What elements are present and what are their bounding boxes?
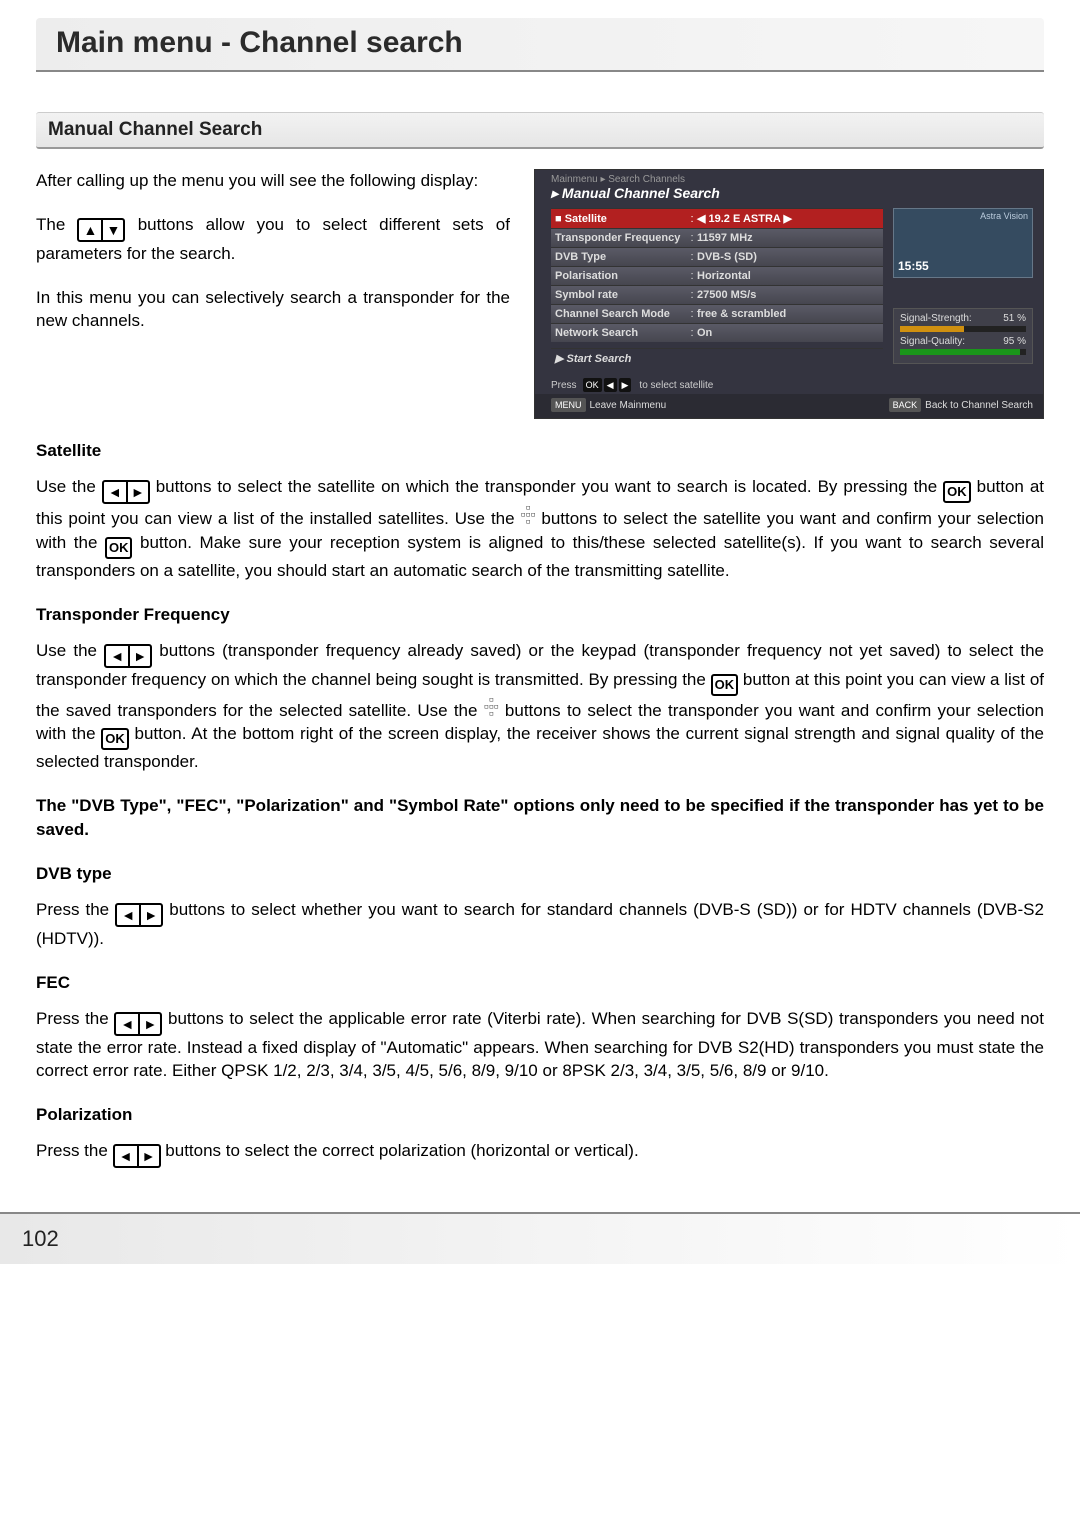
satellite-paragraph: Use the ◄► buttons to select the satelli… — [36, 475, 1044, 583]
osd-footer-left-key: MENU — [551, 398, 586, 412]
text-fragment: button. Make sure your reception system … — [36, 533, 1044, 580]
osd-setting-row: Symbol rate:27500 MS/s — [551, 285, 883, 304]
osd-start-search-row: ▶ Start Search — [551, 348, 883, 368]
text-fragment: buttons to select the correct polarizati… — [165, 1141, 638, 1160]
left-right-buttons-icon: ◄► — [104, 644, 152, 668]
satellite-heading: Satellite — [36, 441, 1044, 461]
osd-setting-row: Network Search:On — [551, 323, 883, 342]
intro-paragraph-3: In this menu you can selectively search … — [36, 286, 510, 334]
note-paragraph: The "DVB Type", "FEC", "Polarization" an… — [36, 794, 1044, 842]
left-right-buttons-icon: ◄► — [115, 903, 163, 927]
ok-button-icon: OK — [101, 728, 129, 750]
text-fragment: Press the — [36, 900, 115, 919]
signal-strength-value: 51 % — [1003, 313, 1026, 324]
osd-footer-right-key: BACK — [889, 398, 922, 412]
left-right-buttons-icon: ◄► — [114, 1012, 162, 1036]
osd-footer-left-text: Leave Mainmenu — [590, 400, 667, 411]
intro-paragraph-1: After calling up the menu you will see t… — [36, 169, 510, 193]
ok-button-icon: OK — [105, 537, 133, 559]
dpad-cross-icon: ▫▫▫▫▫ — [521, 504, 536, 525]
signal-strength-label: Signal-Strength: — [900, 313, 972, 324]
left-right-buttons-icon: ◄► — [102, 480, 150, 504]
osd-breadcrumb: Mainmenu ▸ Search Channels — [535, 170, 1043, 185]
osd-screenshot: Mainmenu ▸ Search Channels ▸ Manual Chan… — [534, 169, 1044, 419]
text-fragment: Use the — [36, 477, 102, 496]
osd-title: ▸ Manual Channel Search — [535, 185, 1043, 208]
osd-footer-right-text: Back to Channel Search — [925, 400, 1033, 411]
left-right-buttons-icon: ◄► — [113, 1144, 161, 1168]
polarization-heading: Polarization — [36, 1105, 1044, 1125]
polarization-paragraph: Press the ◄► buttons to select the corre… — [36, 1139, 1044, 1168]
osd-hint-row: Press OK◀▶ to select satellite — [535, 372, 1043, 394]
section-heading: Manual Channel Search — [36, 112, 1044, 149]
text-fragment: The — [36, 215, 77, 234]
text-fragment: Press the — [36, 1009, 114, 1028]
osd-hint-key: ◀ — [604, 378, 617, 392]
osd-setting-row: DVB Type:DVB-S (SD) — [551, 247, 883, 266]
osd-setting-row: Polarisation:Horizontal — [551, 266, 883, 285]
fec-paragraph: Press the ◄► buttons to select the appli… — [36, 1007, 1044, 1084]
osd-setting-row: Channel Search Mode:free & scrambled — [551, 304, 883, 323]
signal-quality-value: 95 % — [1003, 336, 1026, 347]
text-fragment: buttons to select whether you want to se… — [36, 900, 1044, 948]
dvb-type-paragraph: Press the ◄► buttons to select whether y… — [36, 898, 1044, 951]
up-down-buttons-icon: ▲▼ — [77, 218, 125, 242]
osd-hint-key: ▶ — [619, 378, 632, 392]
text-fragment: buttons to select the applicable error r… — [36, 1009, 1044, 1081]
osd-setting-row: Transponder Frequency:11597 MHz — [551, 228, 883, 247]
text-fragment: Press the — [36, 1141, 113, 1160]
text-fragment: button. At the bottom right of the scree… — [36, 724, 1044, 771]
osd-footer: MENU Leave Mainmenu BACKBack to Channel S… — [535, 394, 1043, 418]
fec-heading: FEC — [36, 973, 1044, 993]
transponder-paragraph: Use the ◄► buttons (transponder frequenc… — [36, 639, 1044, 775]
page-main-header: Main menu - Channel search — [36, 18, 1044, 72]
intro-paragraph-2: The ▲▼ buttons allow you to select diffe… — [36, 213, 510, 266]
ok-button-icon: OK — [943, 481, 971, 503]
osd-signal-box: Signal-Strength: 51 % Signal-Quality: 95 % — [893, 308, 1033, 364]
page-title: Main menu - Channel search — [56, 26, 1024, 60]
osd-setting-row: ■ Satellite:◀ 19.2 E ASTRA ▶ — [551, 208, 883, 228]
osd-settings-list: ■ Satellite:◀ 19.2 E ASTRA ▶Transponder … — [551, 208, 883, 368]
transponder-heading: Transponder Frequency — [36, 605, 1044, 625]
page-number: 102 — [0, 1212, 1080, 1264]
osd-clock: 15:55 — [898, 259, 929, 273]
ok-button-icon: OK — [711, 674, 739, 696]
signal-quality-label: Signal-Quality: — [900, 336, 965, 347]
dvb-type-heading: DVB type — [36, 864, 1044, 884]
text-fragment: Use the — [36, 641, 104, 660]
dpad-cross-icon: ▫▫▫▫▫ — [484, 696, 499, 717]
osd-hint-text: to select satellite — [639, 380, 713, 391]
osd-hint-press: Press — [551, 380, 577, 391]
text-fragment: buttons to select the satellite on which… — [156, 477, 943, 496]
osd-brand-tag: Astra Vision — [980, 211, 1028, 221]
osd-preview-pip: Astra Vision 15:55 — [893, 208, 1033, 278]
osd-hint-key: OK — [583, 378, 602, 392]
